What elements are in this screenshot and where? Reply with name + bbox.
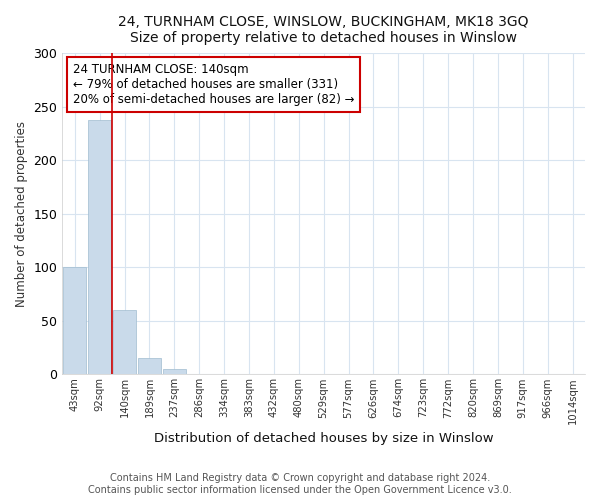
Y-axis label: Number of detached properties: Number of detached properties	[15, 121, 28, 307]
X-axis label: Distribution of detached houses by size in Winslow: Distribution of detached houses by size …	[154, 432, 493, 445]
Bar	[88, 120, 111, 374]
Text: 24 TURNHAM CLOSE: 140sqm
← 79% of detached houses are smaller (331)
20% of semi-: 24 TURNHAM CLOSE: 140sqm ← 79% of detach…	[73, 63, 354, 106]
Text: Contains HM Land Registry data © Crown copyright and database right 2024.
Contai: Contains HM Land Registry data © Crown c…	[88, 474, 512, 495]
Title: 24, TURNHAM CLOSE, WINSLOW, BUCKINGHAM, MK18 3GQ
Size of property relative to de: 24, TURNHAM CLOSE, WINSLOW, BUCKINGHAM, …	[118, 15, 529, 45]
Bar	[138, 358, 161, 374]
Bar	[63, 268, 86, 374]
Bar	[113, 310, 136, 374]
Bar	[163, 369, 186, 374]
